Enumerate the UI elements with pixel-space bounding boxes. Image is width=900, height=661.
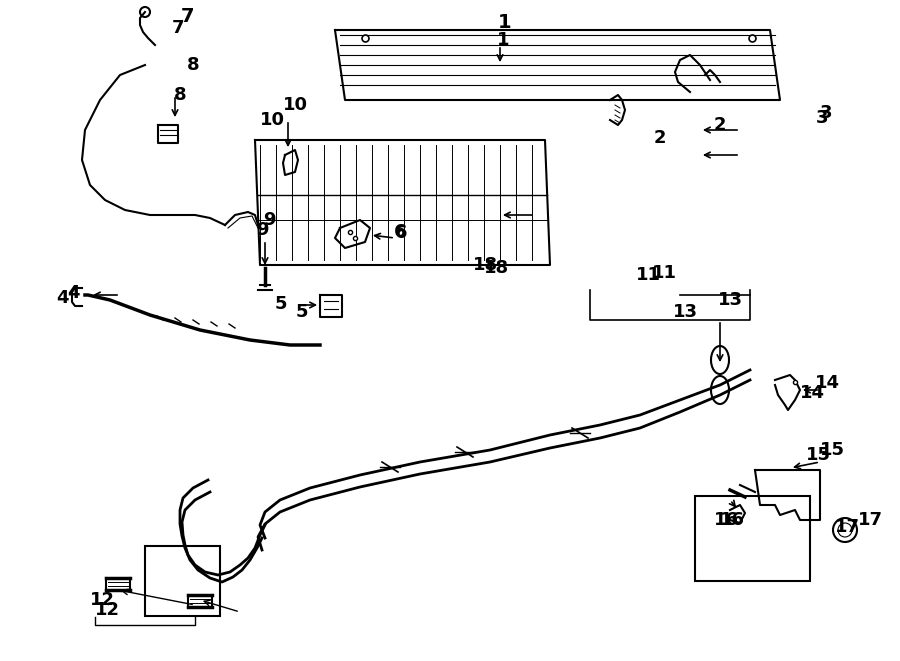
Text: 16: 16 <box>720 511 745 529</box>
Text: 16: 16 <box>714 511 739 529</box>
Text: 12: 12 <box>89 591 114 609</box>
Text: 8: 8 <box>187 56 200 74</box>
Text: 1: 1 <box>497 31 509 49</box>
Text: 18: 18 <box>472 256 498 274</box>
Text: 9: 9 <box>256 221 268 239</box>
Text: 17: 17 <box>858 511 883 529</box>
Text: 12: 12 <box>95 601 120 619</box>
Text: 10: 10 <box>283 96 308 114</box>
Text: 5: 5 <box>275 295 287 313</box>
Text: 1: 1 <box>499 13 512 32</box>
Text: 18: 18 <box>484 259 509 277</box>
Text: 7: 7 <box>181 7 194 26</box>
Text: 2: 2 <box>714 116 726 134</box>
Text: 5: 5 <box>296 303 308 321</box>
Text: 14: 14 <box>799 384 824 402</box>
Text: 10: 10 <box>259 111 284 129</box>
Text: 9: 9 <box>263 211 275 229</box>
Text: 17: 17 <box>834 518 860 536</box>
Text: 15: 15 <box>806 446 831 464</box>
Text: 8: 8 <box>174 86 186 104</box>
Text: 15: 15 <box>820 441 845 459</box>
Text: 3: 3 <box>815 109 828 127</box>
Text: 4: 4 <box>67 284 79 302</box>
Text: 4: 4 <box>56 289 68 307</box>
Text: 6: 6 <box>394 223 406 241</box>
Text: 13: 13 <box>718 291 743 309</box>
Text: 7: 7 <box>172 19 184 37</box>
Text: 3: 3 <box>820 104 832 122</box>
Text: 6: 6 <box>395 224 408 242</box>
Text: 11: 11 <box>635 266 661 284</box>
Text: 11: 11 <box>652 264 677 282</box>
Text: 13: 13 <box>672 303 698 321</box>
Text: 14: 14 <box>815 374 840 392</box>
Text: 2: 2 <box>653 129 666 147</box>
